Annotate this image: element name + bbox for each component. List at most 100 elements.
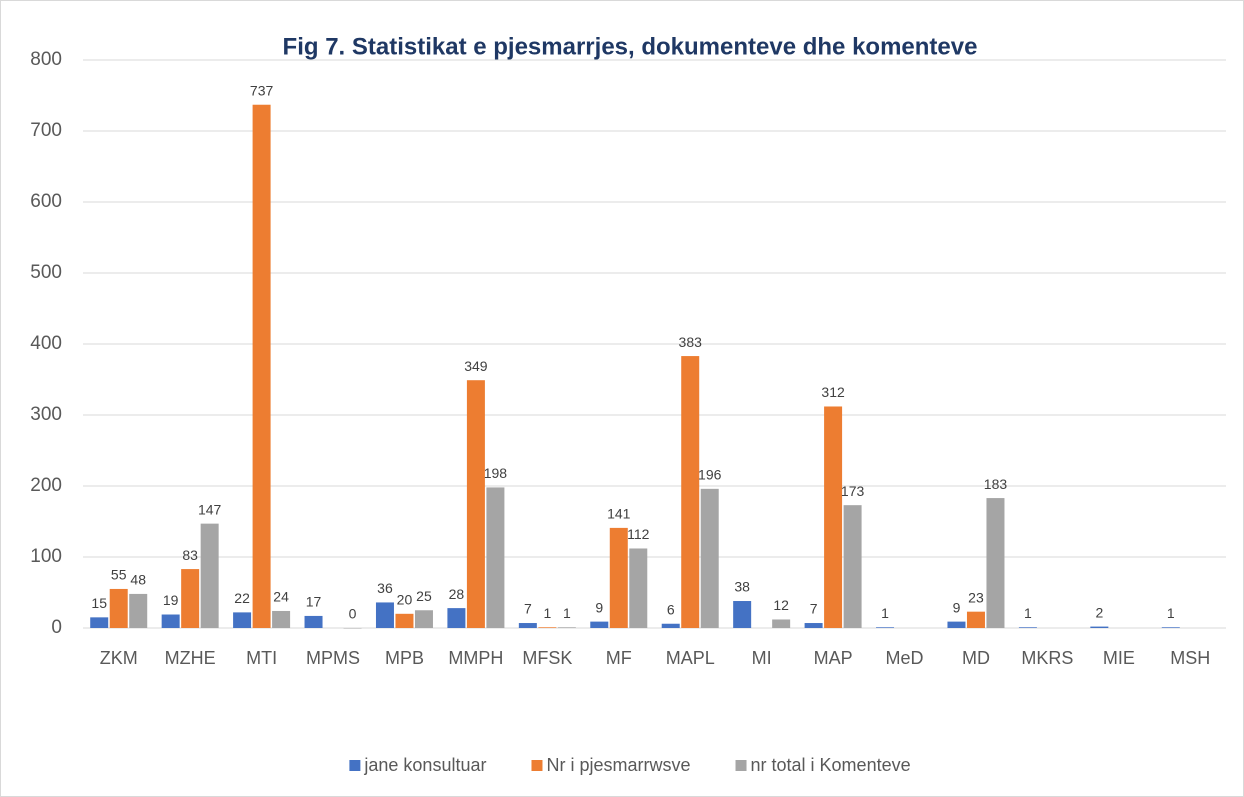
x-tick-label: MZHE [165, 648, 216, 668]
data-label: 9 [953, 599, 961, 615]
bar [681, 356, 700, 628]
data-label: 23 [968, 589, 984, 605]
x-tick-label: MAP [814, 648, 853, 668]
bar [466, 380, 485, 628]
bar [661, 623, 680, 628]
y-tick-label: 0 [51, 617, 62, 638]
bar [252, 104, 271, 629]
x-tick-label: MPMS [306, 648, 360, 668]
data-label: 737 [250, 82, 274, 98]
x-tick-label: MMPH [448, 648, 503, 668]
bar [343, 628, 362, 629]
bar [824, 406, 843, 628]
data-label: 38 [734, 579, 750, 595]
legend-swatch [735, 760, 747, 771]
data-label: 36 [377, 580, 393, 596]
bar [1018, 627, 1037, 628]
bar [414, 610, 433, 628]
bar [966, 611, 985, 628]
bar [200, 523, 219, 628]
x-tick-label: MFSK [522, 648, 572, 668]
y-tick-label: 800 [30, 49, 62, 70]
legend-label: Nr i pjesmarrwsve [546, 755, 690, 775]
data-label: 1 [563, 605, 571, 621]
legend-label: nr total i Komenteve [751, 755, 911, 775]
bar [395, 613, 414, 628]
data-label: 183 [984, 476, 1008, 492]
bar [772, 619, 791, 628]
data-label: 147 [198, 501, 222, 517]
y-tick-label: 700 [30, 120, 62, 141]
bar [181, 569, 200, 628]
legend-swatch [349, 760, 361, 771]
bar [609, 527, 628, 628]
data-label: 173 [841, 483, 865, 499]
data-label: 48 [130, 572, 146, 588]
x-tick-label: MSH [1170, 648, 1210, 668]
data-label: 349 [464, 358, 488, 374]
data-label: 0 [349, 606, 357, 622]
data-label: 19 [163, 592, 179, 608]
x-tick-label: MAPL [666, 648, 715, 668]
data-label: 24 [273, 589, 289, 605]
bar [590, 621, 609, 628]
y-tick-label: 300 [30, 404, 62, 425]
x-tick-label: MF [606, 648, 632, 668]
bar [557, 627, 576, 628]
bar [538, 627, 557, 628]
bar [109, 588, 128, 628]
bar [272, 610, 291, 628]
x-tick-label: MTI [246, 648, 277, 668]
bar [700, 488, 719, 628]
data-label: 28 [449, 586, 465, 602]
bar [804, 623, 823, 628]
bar [1090, 626, 1109, 628]
bar [90, 617, 109, 628]
bar [375, 602, 394, 628]
bar [486, 487, 505, 628]
data-label: 83 [182, 547, 198, 563]
data-label: 383 [679, 334, 703, 350]
bar [161, 614, 180, 628]
data-label: 112 [627, 526, 650, 542]
data-label: 141 [607, 506, 631, 522]
legend-label: jane konsultuar [363, 755, 486, 775]
bar [129, 593, 148, 628]
data-label: 196 [698, 467, 722, 483]
data-label: 198 [484, 465, 508, 481]
data-label: 20 [397, 592, 413, 608]
data-label: 25 [416, 588, 432, 604]
bar [876, 627, 895, 628]
data-label: 7 [524, 601, 532, 617]
bar [843, 505, 862, 628]
data-label: 17 [306, 594, 322, 610]
y-tick-label: 400 [30, 333, 62, 354]
data-label: 312 [821, 384, 845, 400]
bar [1161, 627, 1180, 628]
bar [518, 623, 537, 628]
data-label: 7 [810, 601, 818, 617]
data-label: 9 [595, 599, 603, 615]
bar [304, 615, 323, 628]
y-tick-label: 100 [30, 546, 62, 567]
data-label: 1 [1167, 605, 1175, 621]
x-tick-label: MD [962, 648, 990, 668]
data-label: 55 [111, 567, 127, 583]
data-label: 2 [1095, 604, 1103, 620]
x-tick-label: MI [752, 648, 772, 668]
x-tick-label: MeD [886, 648, 924, 668]
bar [447, 608, 466, 628]
bar [233, 612, 252, 628]
x-tick-label: MIE [1103, 648, 1135, 668]
y-tick-label: 600 [30, 191, 62, 212]
x-tick-label: MPB [385, 648, 424, 668]
y-tick-label: 200 [30, 475, 62, 496]
legend-swatch [531, 760, 543, 771]
x-tick-label: ZKM [100, 648, 138, 668]
data-label: 1 [543, 605, 551, 621]
x-tick-label: MKRS [1021, 648, 1073, 668]
data-label: 1 [1024, 605, 1032, 621]
bar [629, 548, 648, 628]
bar [733, 601, 752, 628]
